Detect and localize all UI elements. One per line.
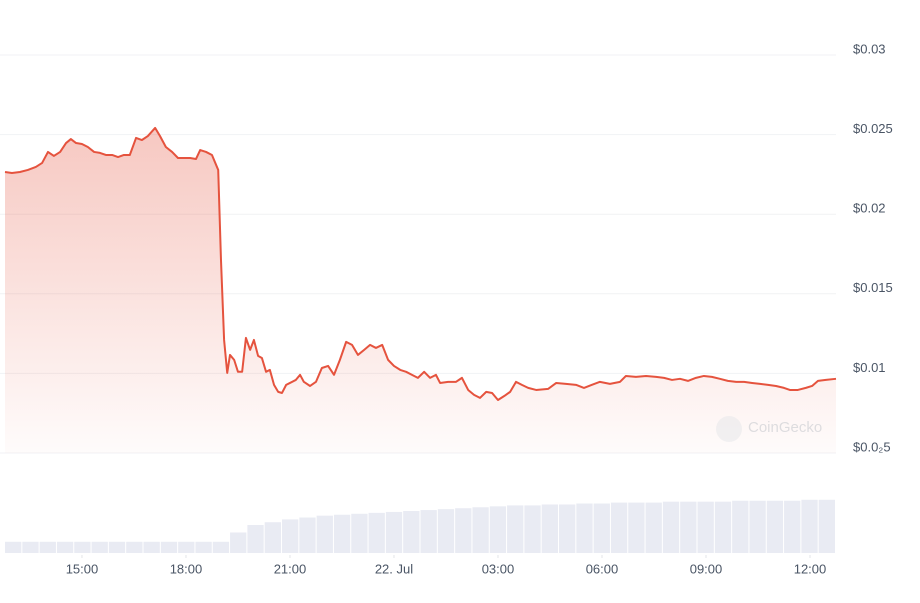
price-line bbox=[4, 126, 837, 401]
volume-bar bbox=[680, 501, 697, 553]
volume-bar bbox=[74, 541, 91, 553]
volume-bar bbox=[351, 513, 368, 553]
volume-bar bbox=[5, 541, 22, 553]
watermark-logo bbox=[716, 416, 742, 442]
volume-bar bbox=[662, 501, 680, 553]
volume-bar bbox=[645, 502, 662, 553]
volume-bar bbox=[178, 541, 195, 553]
volume-bar bbox=[22, 541, 39, 553]
volume-bar bbox=[247, 525, 264, 553]
volume-bar bbox=[610, 502, 628, 553]
volume-bars bbox=[5, 499, 835, 553]
volume-bar bbox=[714, 501, 732, 553]
volume-bar bbox=[801, 499, 818, 553]
x-tick-label: 21:00 bbox=[274, 561, 307, 576]
volume-bar bbox=[732, 500, 749, 553]
volume-bar bbox=[91, 541, 108, 553]
volume-bar bbox=[56, 541, 74, 553]
x-tick-label: 15:00 bbox=[66, 561, 99, 576]
volume-bar bbox=[143, 541, 160, 553]
volume-bar bbox=[593, 503, 610, 553]
volume-bar bbox=[489, 506, 507, 553]
volume-bar bbox=[437, 509, 455, 553]
volume-bar bbox=[299, 517, 316, 553]
volume-bar bbox=[195, 541, 212, 553]
volume-bar bbox=[576, 503, 593, 553]
y-tick-label: $0.01 bbox=[853, 360, 886, 375]
volume-bar bbox=[507, 505, 524, 553]
x-tick-label: 09:00 bbox=[690, 561, 723, 576]
volume-bar bbox=[108, 541, 126, 553]
plot bbox=[4, 126, 837, 453]
x-tick-label: 06:00 bbox=[586, 561, 619, 576]
volume-bar bbox=[541, 504, 558, 553]
y-tick-label: $0.02 bbox=[853, 201, 886, 216]
volume-bar bbox=[455, 508, 472, 553]
volume-bar bbox=[126, 541, 143, 553]
volume-bar bbox=[749, 500, 766, 553]
volume-bar bbox=[420, 510, 437, 553]
axes: $0.0₂5 $0.01 $0.015 $0.02 $0.025 $0.03 15:00 18… bbox=[66, 41, 893, 576]
volume-bar bbox=[628, 502, 645, 553]
x-tick-label: 22. Jul bbox=[375, 561, 413, 576]
price-area bbox=[5, 127, 836, 453]
x-tick-label: 12:00 bbox=[794, 561, 827, 576]
y-tick-label: $0.03 bbox=[853, 41, 886, 56]
volume-bar bbox=[559, 504, 576, 553]
watermark: CoinGecko bbox=[716, 416, 822, 442]
watermark-text: CoinGecko bbox=[748, 419, 822, 436]
volume-bar bbox=[212, 541, 230, 553]
volume-bar bbox=[784, 500, 801, 553]
volume-bar bbox=[333, 514, 351, 553]
volume-bar bbox=[39, 541, 56, 553]
volume-bar bbox=[230, 532, 247, 553]
volume-bar bbox=[316, 515, 333, 553]
volume-bar bbox=[403, 511, 420, 553]
volume-bar bbox=[697, 501, 714, 553]
volume-bar bbox=[160, 541, 178, 553]
x-tick-label: 18:00 bbox=[170, 561, 203, 576]
volume-bar bbox=[282, 519, 299, 553]
volume-bar bbox=[385, 511, 403, 553]
volume-bar bbox=[264, 522, 281, 553]
volume-bar bbox=[818, 499, 835, 553]
volume-bar bbox=[368, 512, 385, 553]
volume-bar bbox=[766, 500, 784, 553]
x-tick-label: 03:00 bbox=[482, 561, 515, 576]
volume-bar bbox=[472, 507, 489, 553]
y-tick-label: $0.0₂5 bbox=[853, 439, 891, 454]
y-tick-label: $0.015 bbox=[853, 280, 893, 295]
volume-bar bbox=[524, 505, 541, 553]
y-tick-label: $0.025 bbox=[853, 121, 893, 136]
